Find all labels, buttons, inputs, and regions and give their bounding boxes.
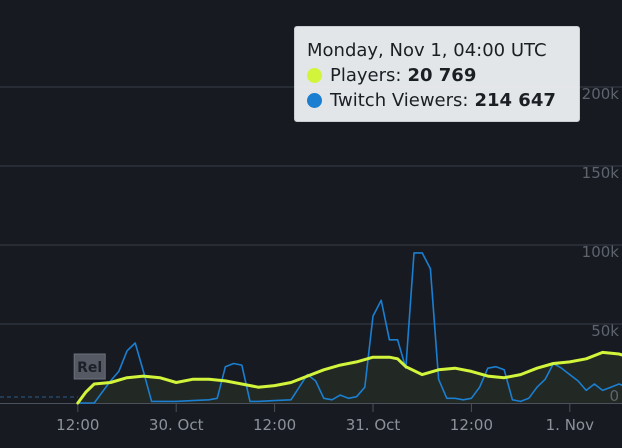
tooltip-viewers-row: Twitch Viewers: 214 647 (307, 88, 569, 113)
y-tick-label: 150k (582, 164, 620, 182)
x-tick-label: 12:00 (56, 416, 99, 434)
series-twitch-viewers (77, 252, 622, 404)
x-tick-label: 12:00 (450, 416, 493, 434)
players-area (77, 352, 622, 403)
viewers-dot-icon (307, 93, 322, 108)
viewers-line (77, 252, 622, 404)
x-tick-label: 30. Oct (149, 416, 204, 434)
players-area-fill (77, 352, 622, 403)
tooltip-date: Monday, Nov 1, 04:00 UTC (307, 40, 547, 61)
gridlines (0, 86, 622, 325)
y-axis: 0 50k 100k 150k 200k (582, 85, 620, 405)
tooltip-viewers-label: Twitch Viewers: (330, 90, 469, 111)
players-line (76, 350, 622, 405)
tooltip-players-label: Players: (330, 65, 402, 86)
y-tick-label: 0 (609, 387, 619, 405)
x-tick-label: 31. Oct (346, 416, 401, 434)
players-dot-icon (307, 68, 322, 83)
chart-tooltip: Monday, Nov 1, 04:00 UTC Players: 20 769… (294, 26, 580, 122)
x-tick-label: 12:00 (253, 416, 296, 434)
tooltip-players-value: 20 769 (407, 65, 477, 86)
tooltip-players-row: Players: 20 769 (307, 63, 569, 88)
release-flag-label: Rel (77, 360, 102, 376)
release-annotation[interactable]: Rel (73, 353, 106, 380)
series-players (76, 350, 622, 405)
y-tick-label: 50k (591, 322, 619, 340)
x-tick-label: 1. Nov (546, 416, 594, 434)
y-tick-label: 200k (582, 85, 620, 103)
release-flag[interactable] (73, 353, 106, 380)
tooltip-viewers-value: 214 647 (474, 90, 556, 111)
y-tick-label: 100k (582, 243, 620, 261)
